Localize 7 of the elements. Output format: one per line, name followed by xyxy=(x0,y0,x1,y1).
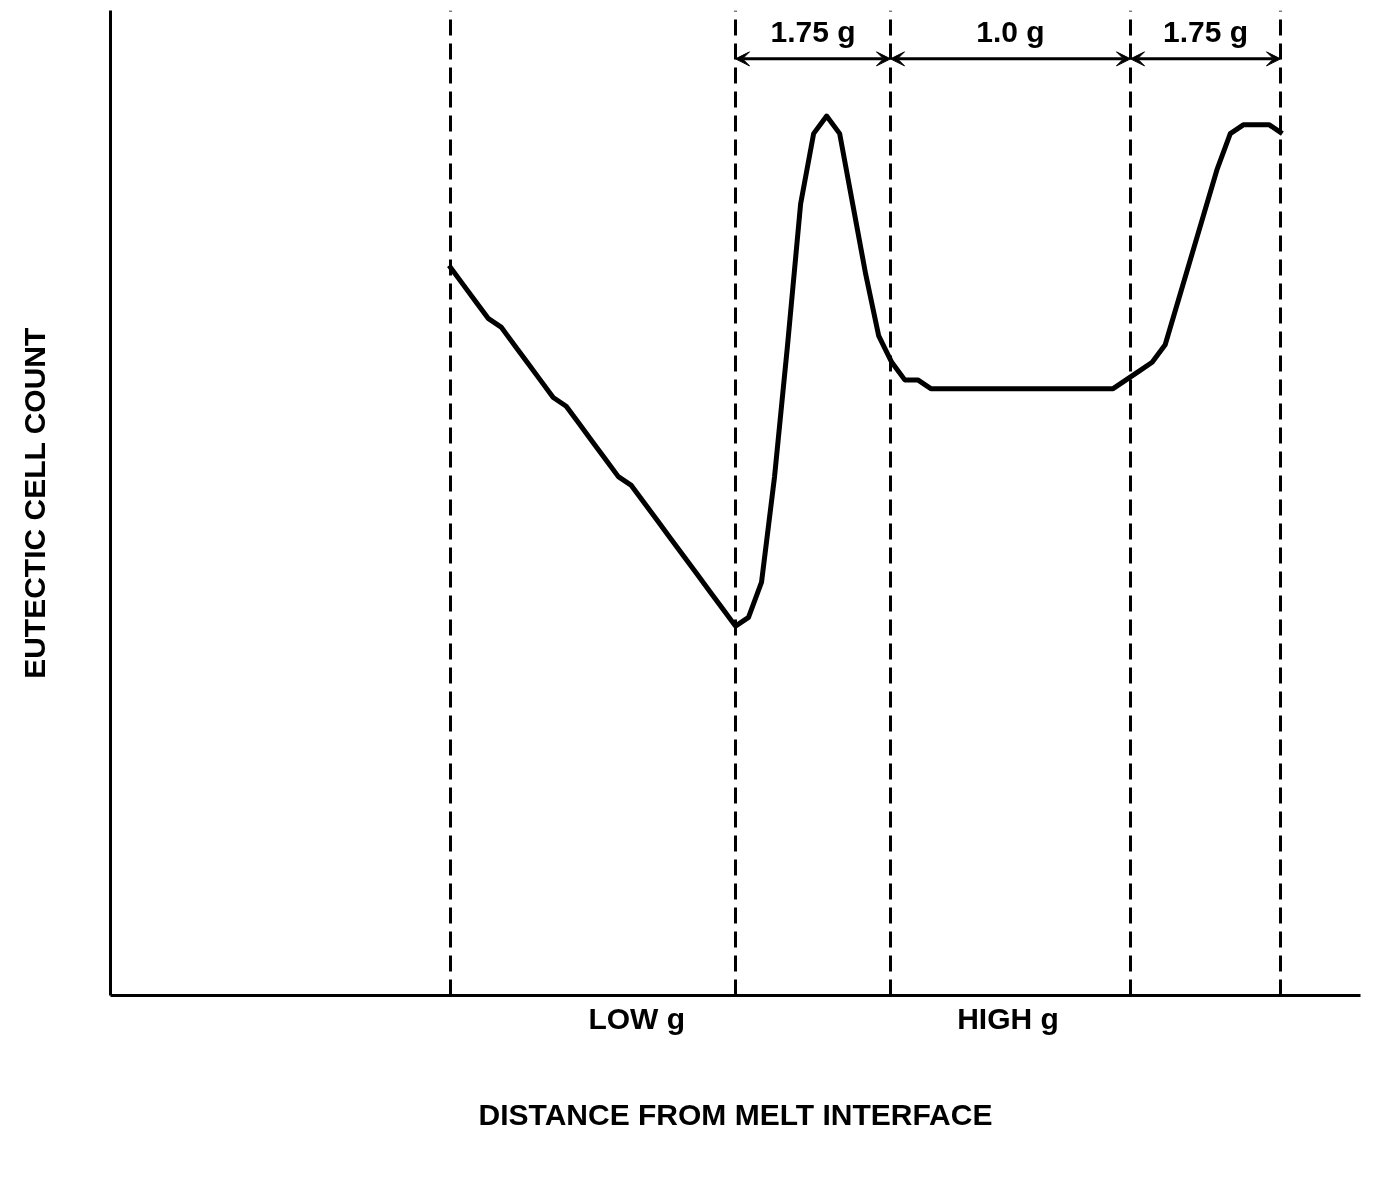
text: LOW g xyxy=(588,1001,686,1035)
text: 1.0 g xyxy=(976,15,1045,49)
text: 1.75 g xyxy=(770,15,856,49)
x-axis-title: DISTANCE FROM MELT INTERFACE xyxy=(478,1097,993,1131)
text: HIGH g xyxy=(957,1001,1059,1035)
text: 1.75 g xyxy=(1162,15,1249,49)
y-axis-title: EUTECTIC CELL COUNT xyxy=(17,327,51,679)
